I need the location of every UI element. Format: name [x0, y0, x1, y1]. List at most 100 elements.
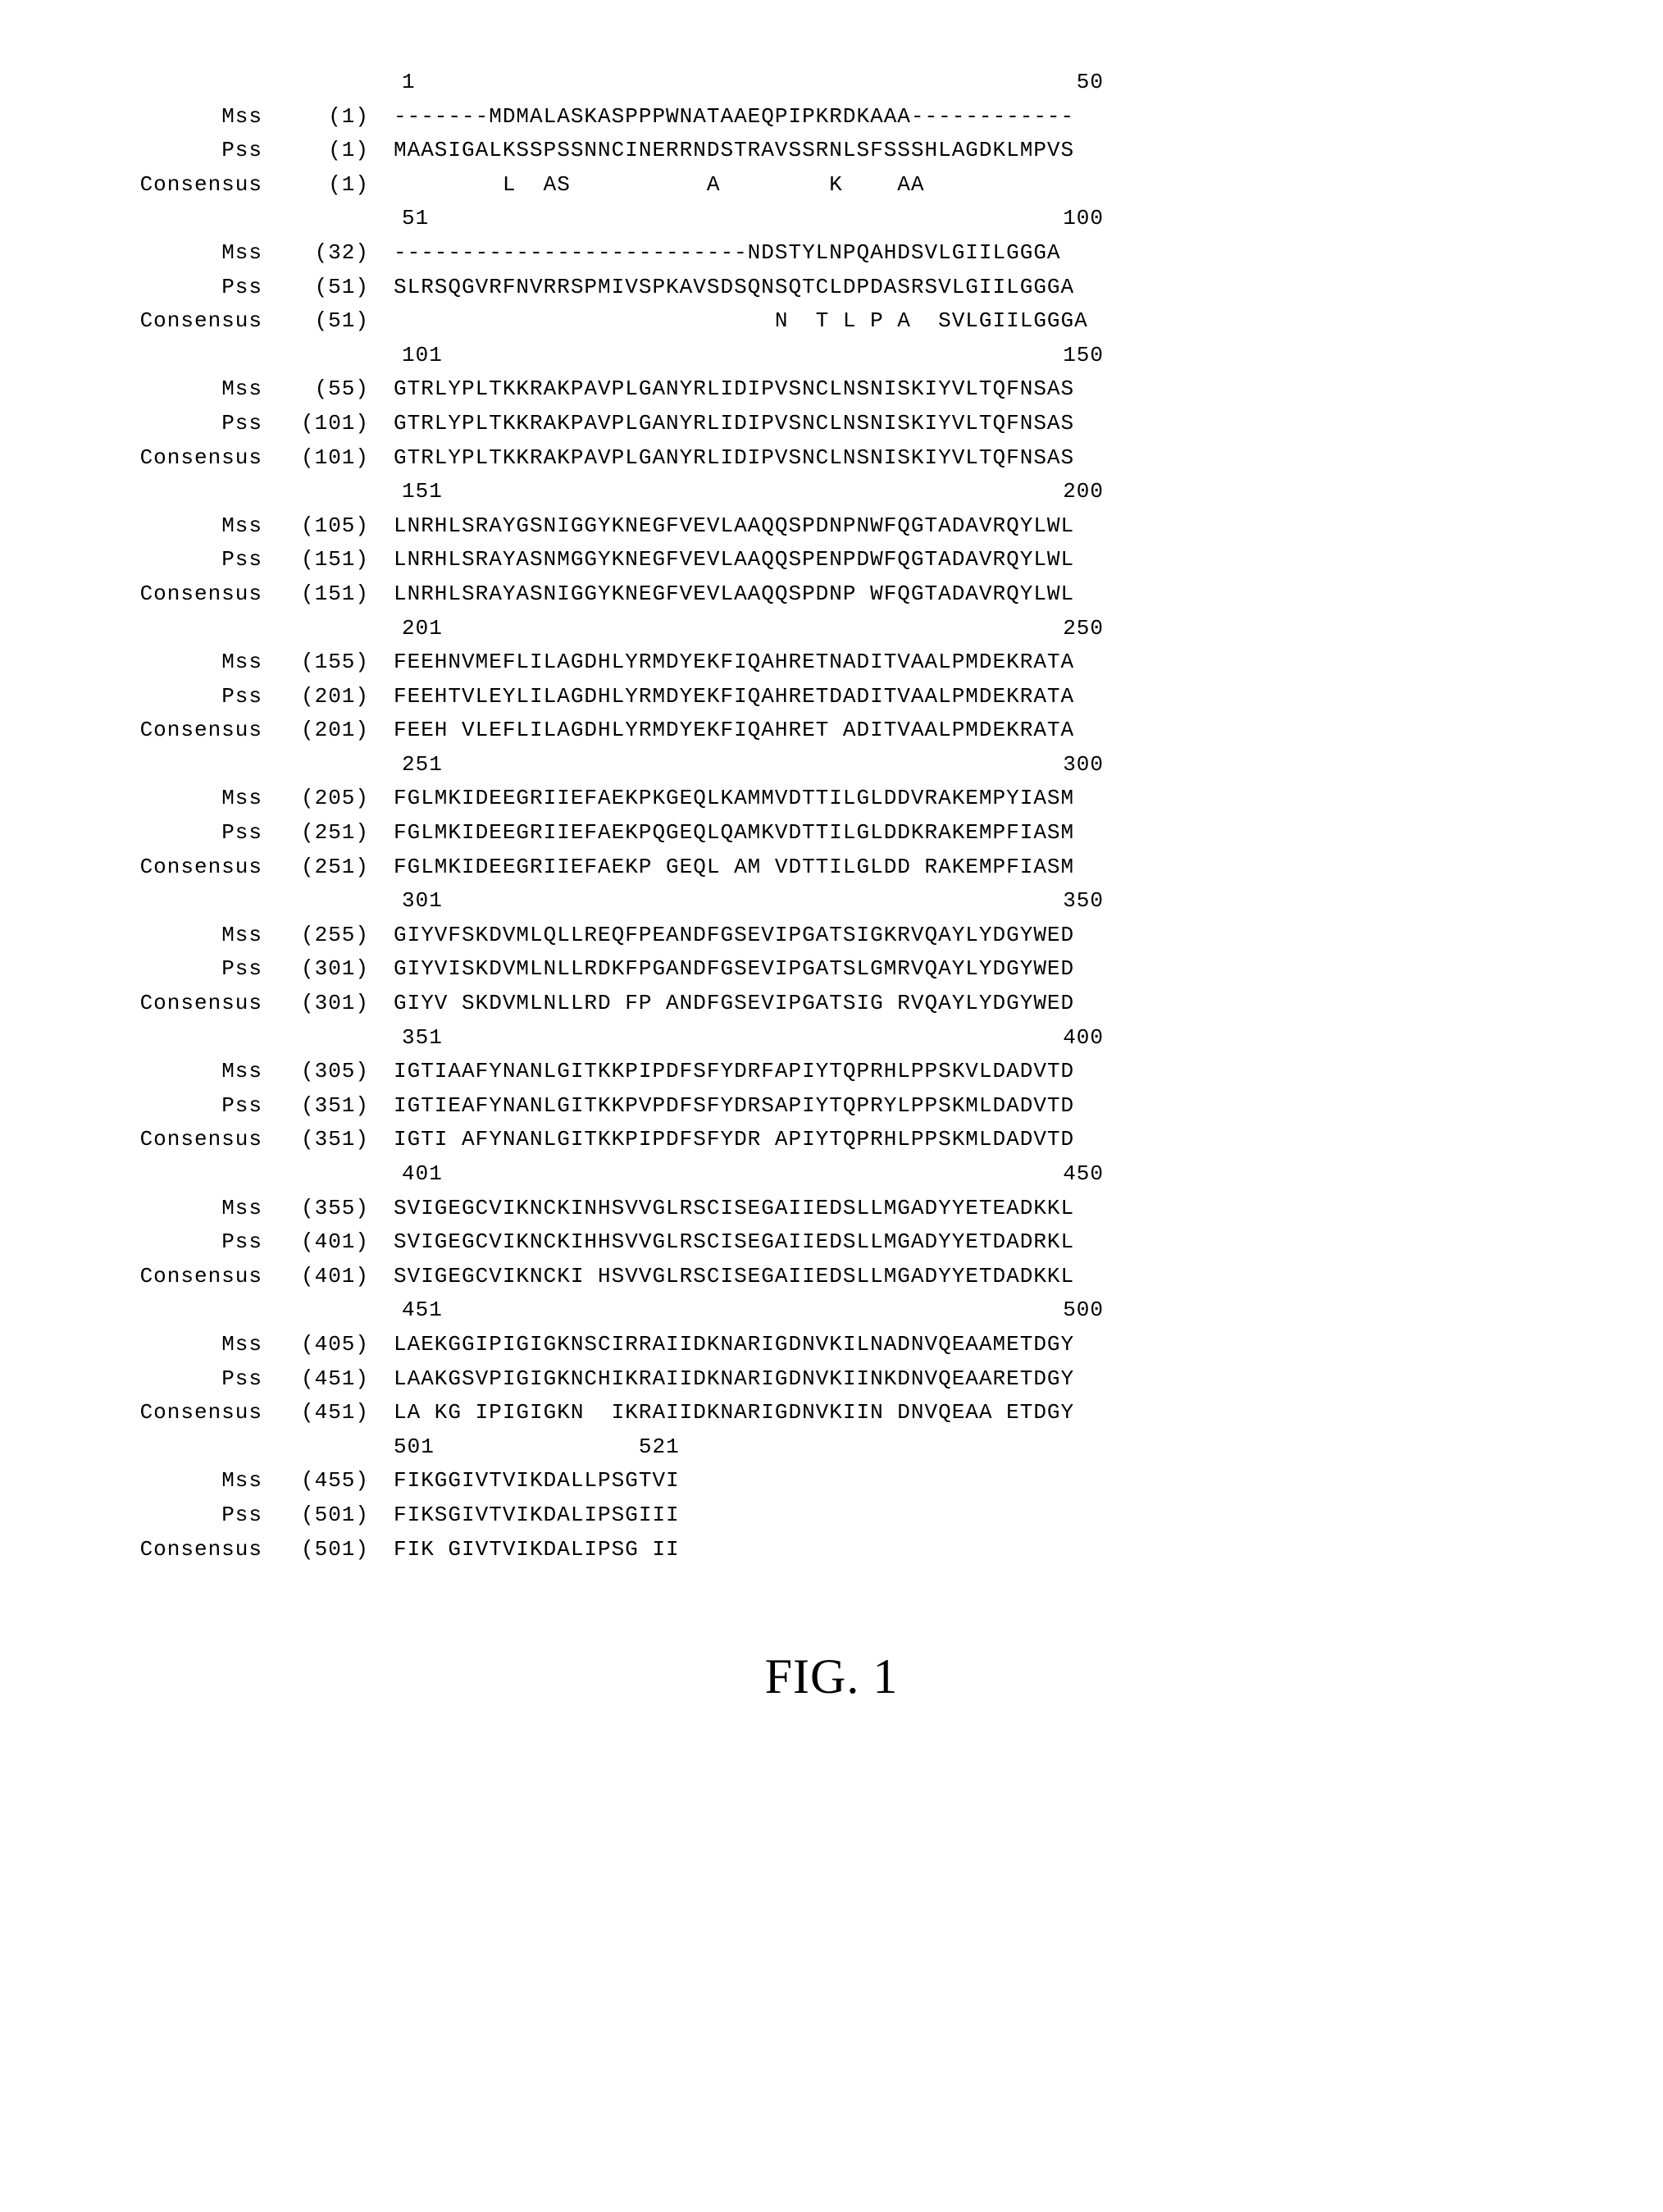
alignment-row: Consensus(101)GTRLYPLTKKRAKPAVPLGANYRLID… [82, 441, 1581, 476]
sequence-position: (105) [271, 509, 385, 544]
sequence-position: (501) [271, 1498, 385, 1533]
sequence-label: Mss [82, 100, 271, 135]
sequence-label: Mss [82, 782, 271, 816]
sequence-text: GTRLYPLTKKRAKPAVPLGANYRLIDIPVSNCLNSNISKI… [385, 441, 1581, 476]
sequence-position: (101) [271, 441, 385, 476]
alignment-row: Consensus(401)SVIGEGCVIKNCKI HSVVGLRSCIS… [82, 1260, 1581, 1294]
ruler-row: X(X)151200 [82, 475, 1581, 509]
ruler-end: 400 [1063, 1021, 1104, 1056]
sequence-position: (301) [271, 952, 385, 987]
sequence-label: Pss [82, 407, 271, 441]
sequence-label: Consensus [82, 304, 271, 339]
ruler-row: X(X)51100 [82, 202, 1581, 236]
sequence-text: GTRLYPLTKKRAKPAVPLGANYRLIDIPVSNCLNSNISKI… [385, 372, 1581, 407]
sequence-position: (251) [271, 816, 385, 851]
sequence-text: L AS A K AA [385, 168, 1581, 203]
sequence-text: IGTIEAFYNANLGITKKPVPDFSFYDRSAPIYTQPRYLPP… [385, 1089, 1581, 1124]
sequence-label: Consensus [82, 1123, 271, 1157]
sequence-label: Mss [82, 372, 271, 407]
sequence-position: (455) [271, 1464, 385, 1498]
alignment-row: Consensus(501)FIK GIVTVIKDALIPSG II [82, 1533, 1581, 1567]
alignment-row: Pss(401)SVIGEGCVIKNCKIHHSVVGLRSCISEGAIIE… [82, 1225, 1581, 1260]
alignment-row: Consensus(301)GIYV SKDVMLNLLRD FP ANDFGS… [82, 987, 1581, 1021]
alignment-row: Pss(201)FEEHTVLEYLILAGDHLYRMDYEKFIQAHRET… [82, 680, 1581, 714]
figure-label: FIG. 1 [82, 1649, 1581, 1705]
sequence-position: (32) [271, 236, 385, 271]
sequence-text: GTRLYPLTKKRAKPAVPLGANYRLIDIPVSNCLNSNISKI… [385, 407, 1581, 441]
sequence-label: Pss [82, 271, 271, 305]
sequence-text: IGTIAAFYNANLGITKKPIPDFSFYDRFAPIYTQPRHLPP… [385, 1055, 1581, 1089]
sequence-label: Mss [82, 1464, 271, 1498]
alignment-row: Consensus(351)IGTI AFYNANLGITKKPIPDFSFYD… [82, 1123, 1581, 1157]
alignment-row: Mss(455)FIKGGIVTVIKDALLPSGTVI [82, 1464, 1581, 1498]
alignment-row: Pss(251)FGLMKIDEEGRIIEFAEKPQGEQLQAMKVDTT… [82, 816, 1581, 851]
ruler-row: X(X)451500 [82, 1293, 1581, 1328]
sequence-text: FGLMKIDEEGRIIEFAEKP GEQL AM VDTTILGLDD R… [385, 851, 1581, 885]
sequence-position: (155) [271, 645, 385, 680]
sequence-text: FEEHNVMEFLILAGDHLYRMDYEKFIQAHRETNADITVAA… [385, 645, 1581, 680]
ruler-row: X(X)351400 [82, 1021, 1581, 1056]
sequence-position: (401) [271, 1225, 385, 1260]
alignment-row: Pss(151)LNRHLSRAYASNMGGYKNEGFVEVLAAQQSPE… [82, 543, 1581, 577]
sequence-label: Consensus [82, 1533, 271, 1567]
ruler-row: X(X)501 521 [82, 1430, 1581, 1465]
sequence-text: N T L P A SVLGIILGGGA [385, 304, 1581, 339]
sequence-position: (205) [271, 782, 385, 816]
sequence-position: (351) [271, 1123, 385, 1157]
sequence-position: (501) [271, 1533, 385, 1567]
alignment-row: Mss(105)LNRHLSRAYGSNIGGYKNEGFVEVLAAQQSPD… [82, 509, 1581, 544]
sequence-position: (51) [271, 304, 385, 339]
ruler: 101150 [385, 339, 1581, 373]
sequence-text: IGTI AFYNANLGITKKPIPDFSFYDR APIYTQPRHLPP… [385, 1123, 1581, 1157]
alignment-row: Mss(32)--------------------------NDSTYLN… [82, 236, 1581, 271]
ruler-row: X(X)101150 [82, 339, 1581, 373]
ruler: 401450 [385, 1157, 1581, 1192]
sequence-text: SVIGEGCVIKNCKIHHSVVGLRSCISEGAIIEDSLLMGAD… [385, 1225, 1581, 1260]
sequence-position: (1) [271, 134, 385, 168]
alignment-row: Mss(55)GTRLYPLTKKRAKPAVPLGANYRLIDIPVSNCL… [82, 372, 1581, 407]
ruler-start: 451 [402, 1293, 443, 1328]
sequence-text: LNRHLSRAYASNMGGYKNEGFVEVLAAQQSPENPDWFQGT… [385, 543, 1581, 577]
sequence-text: LAAKGSVPIGIGKNCHIKRAIIDKNARIGDNVKIINKDNV… [385, 1362, 1581, 1397]
sequence-position: (451) [271, 1396, 385, 1430]
sequence-label: Consensus [82, 577, 271, 612]
alignment-row: Pss(351)IGTIEAFYNANLGITKKPVPDFSFYDRSAPIY… [82, 1089, 1581, 1124]
ruler: 150 [385, 66, 1581, 100]
sequence-position: (1) [271, 168, 385, 203]
alignment-row: Consensus(1) L AS A K AA [82, 168, 1581, 203]
ruler: 501 521 [385, 1430, 1581, 1465]
alignment-row: Pss(1)MAASIGALKSSPSSNNCINERRNDSTRAVSSRNL… [82, 134, 1581, 168]
sequence-label: Pss [82, 680, 271, 714]
ruler-start: 1 [402, 66, 416, 100]
sequence-text: GIYV SKDVMLNLLRD FP ANDFGSEVIPGATSIG RVQ… [385, 987, 1581, 1021]
sequence-position: (51) [271, 271, 385, 305]
ruler-start: 151 [402, 475, 443, 509]
ruler-end: 350 [1063, 884, 1104, 919]
sequence-label: Pss [82, 1498, 271, 1533]
sequence-text: FGLMKIDEEGRIIEFAEKPQGEQLQAMKVDTTILGLDDKR… [385, 816, 1581, 851]
alignment-row: Mss(155)FEEHNVMEFLILAGDHLYRMDYEKFIQAHRET… [82, 645, 1581, 680]
ruler-end: 250 [1063, 612, 1104, 646]
sequence-position: (151) [271, 577, 385, 612]
ruler: 151 200 [385, 475, 1581, 509]
sequence-text: SVIGEGCVIKNCKINHSVVGLRSCISEGAIIEDSLLMGAD… [385, 1192, 1581, 1226]
sequence-label: Mss [82, 1328, 271, 1362]
sequence-label: Pss [82, 1225, 271, 1260]
sequence-position: (201) [271, 680, 385, 714]
sequence-label: Mss [82, 645, 271, 680]
sequence-text: SVIGEGCVIKNCKI HSVVGLRSCISEGAIIEDSLLMGAD… [385, 1260, 1581, 1294]
ruler-start: 251 [402, 748, 443, 782]
sequence-position: (251) [271, 851, 385, 885]
sequence-label: Pss [82, 816, 271, 851]
sequence-position: (255) [271, 919, 385, 953]
alignment-row: Consensus(51) N T L P A SVLGIILGGGA [82, 304, 1581, 339]
ruler-end: 200 [1063, 475, 1104, 509]
ruler-row: X(X)401450 [82, 1157, 1581, 1192]
alignment-row: Pss(451)LAAKGSVPIGIGKNCHIKRAIIDKNARIGDNV… [82, 1362, 1581, 1397]
ruler-row: X(X)301350 [82, 884, 1581, 919]
sequence-position: (355) [271, 1192, 385, 1226]
sequence-position: (405) [271, 1328, 385, 1362]
ruler: 351400 [385, 1021, 1581, 1056]
ruler-start: 201 [402, 612, 443, 646]
ruler-end: 150 [1063, 339, 1104, 373]
